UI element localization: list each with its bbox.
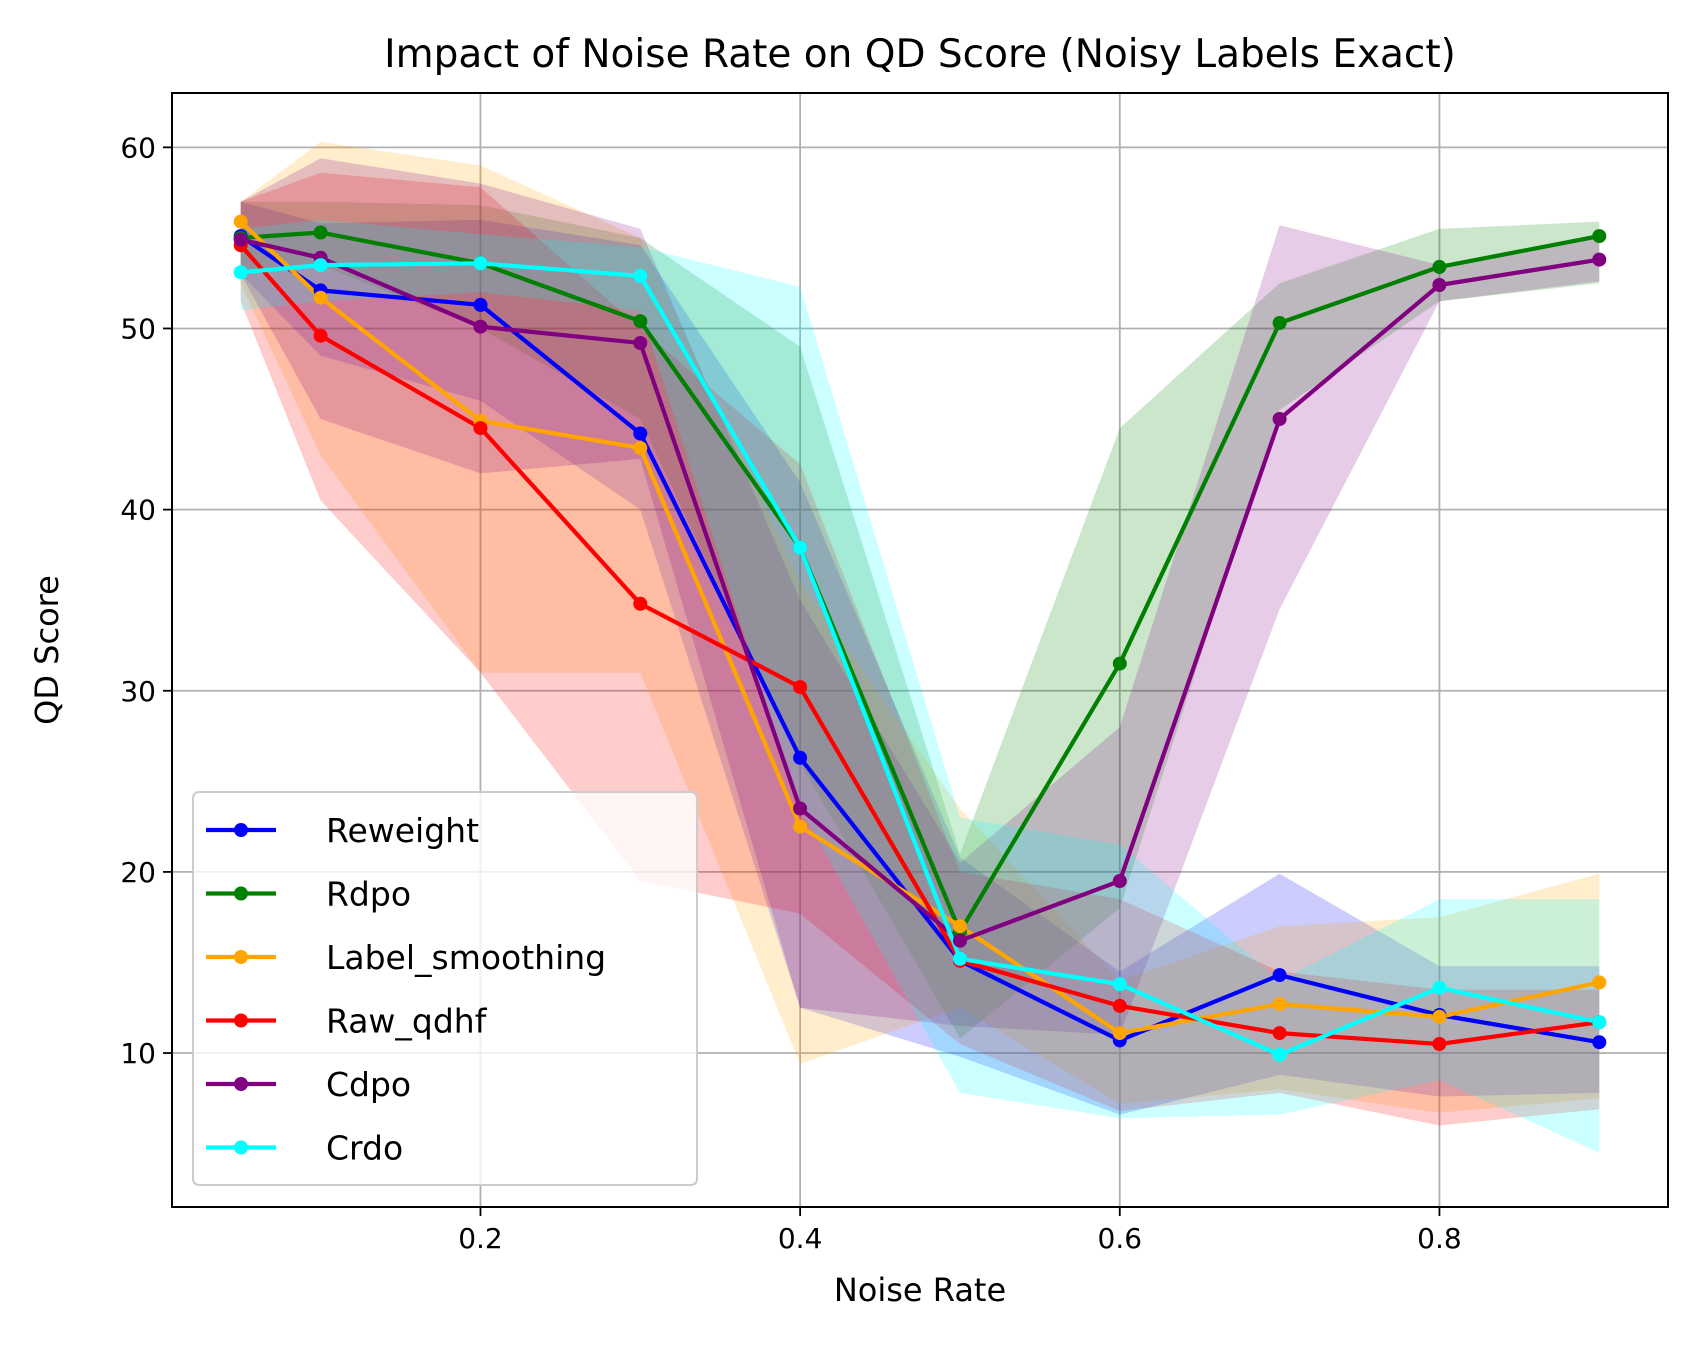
x-tick-label: 0.2 xyxy=(458,1222,503,1255)
data-point-raw-qdhf xyxy=(793,680,808,695)
legend-marker-raw-qdhf xyxy=(234,1013,248,1028)
legend-marker-reweight xyxy=(234,823,248,837)
data-point-cdpo xyxy=(1112,874,1127,888)
data-point-reweight xyxy=(793,750,808,765)
data-point-cdpo xyxy=(1432,278,1447,292)
data-point-raw-qdhf xyxy=(1272,1026,1287,1041)
band-raw-qdhf xyxy=(240,172,1600,1126)
data-point-cdpo xyxy=(473,319,488,334)
series-markers xyxy=(233,214,1607,1062)
chart-title: Impact of Noise Rate on QD Score (Noisy … xyxy=(384,32,1456,77)
data-point-rdpo xyxy=(1112,656,1127,671)
y-tick-label: 10 xyxy=(120,1037,156,1070)
x-tick-label: 0.8 xyxy=(1417,1222,1462,1255)
data-point-raw-qdhf xyxy=(313,328,328,343)
data-point-cdpo xyxy=(793,801,808,816)
data-point-label-smoothing xyxy=(1112,1026,1127,1041)
legend-label-rdpo: Rdpo xyxy=(326,875,411,914)
data-point-rdpo xyxy=(633,314,648,329)
y-tick-label: 50 xyxy=(120,312,156,345)
data-point-crdo xyxy=(633,268,648,283)
data-point-rdpo xyxy=(1592,229,1607,244)
legend-label-raw-qdhf: Raw_qdhf xyxy=(326,1002,488,1041)
band-rdpo xyxy=(240,201,1600,1039)
data-point-reweight xyxy=(473,297,488,312)
series-line-cdpo xyxy=(238,237,1602,943)
data-point-crdo xyxy=(1432,980,1447,995)
data-point-reweight xyxy=(1272,968,1287,983)
data-point-rdpo xyxy=(313,225,328,240)
series-lines xyxy=(237,218,1602,1057)
data-point-rdpo xyxy=(1272,316,1287,330)
data-point-raw-qdhf xyxy=(1112,998,1127,1013)
plot-frame xyxy=(171,92,1669,1208)
data-point-label-smoothing xyxy=(313,290,328,305)
data-point-cdpo xyxy=(1592,252,1607,267)
data-point-cdpo xyxy=(233,232,248,247)
legend-label-reweight: Reweight xyxy=(326,811,479,850)
data-point-crdo xyxy=(1112,977,1127,992)
data-point-raw-qdhf xyxy=(473,421,488,436)
series-line-rdpo xyxy=(238,230,1602,934)
legend-frame xyxy=(192,791,698,1186)
y-tick-label: 30 xyxy=(120,675,156,708)
band-reweight xyxy=(240,201,1600,1115)
band-cdpo xyxy=(240,158,1600,1035)
series-line-raw-qdhf xyxy=(237,242,1602,1047)
y-tick-label: 20 xyxy=(120,856,156,889)
data-point-label-smoothing xyxy=(1432,1009,1447,1024)
legend-marker-crdo xyxy=(234,1140,248,1155)
legend-marker-label-smoothing xyxy=(234,950,248,964)
data-point-crdo xyxy=(313,258,328,273)
y-tick-label: 40 xyxy=(120,494,156,527)
series-line-crdo xyxy=(238,261,1602,1057)
band-crdo xyxy=(240,219,1600,1153)
legend-label-label-smoothing: Label_smoothing xyxy=(326,938,606,977)
data-point-crdo xyxy=(1272,1047,1287,1062)
data-point-label-smoothing xyxy=(633,441,648,455)
series-line-reweight xyxy=(237,233,1602,1045)
data-point-label-smoothing xyxy=(233,214,248,229)
data-point-label-smoothing xyxy=(953,919,967,934)
x-tick-label: 0.4 xyxy=(778,1222,823,1255)
data-point-label-smoothing xyxy=(1272,997,1287,1012)
data-point-crdo xyxy=(233,265,248,280)
data-point-crdo xyxy=(953,951,967,966)
data-point-reweight xyxy=(1592,1035,1607,1050)
legend-marker-rdpo xyxy=(234,886,248,901)
data-point-label-smoothing xyxy=(793,819,808,834)
data-point-rdpo xyxy=(1432,259,1447,274)
data-point-crdo xyxy=(793,540,808,555)
data-point-raw-qdhf xyxy=(1432,1037,1447,1051)
x-tick-label: 0.6 xyxy=(1098,1222,1143,1255)
data-point-cdpo xyxy=(1272,412,1287,426)
axis-ticks: 0.2 0.4 0.6 0.8 10 20 30 40 50 60 xyxy=(120,131,1461,1255)
legend-label-cdpo: Cdpo xyxy=(326,1065,411,1104)
data-point-cdpo xyxy=(953,933,967,948)
y-axis-title: QD Score xyxy=(28,575,66,725)
legend-marker-cdpo xyxy=(234,1077,248,1091)
data-point-cdpo xyxy=(633,336,648,350)
legend-label-crdo: Crdo xyxy=(326,1129,403,1168)
y-tick-label: 60 xyxy=(120,131,156,164)
legend: Reweight Rdpo Label_smoothing Raw_qdhf Cdpo C… xyxy=(192,791,698,1186)
data-point-reweight xyxy=(633,426,648,441)
x-axis-title: Noise Rate xyxy=(834,1271,1006,1309)
data-point-raw-qdhf xyxy=(633,596,648,611)
data-point-crdo xyxy=(1592,1015,1607,1030)
data-point-label-smoothing xyxy=(1592,975,1607,990)
data-point-crdo xyxy=(473,256,488,271)
